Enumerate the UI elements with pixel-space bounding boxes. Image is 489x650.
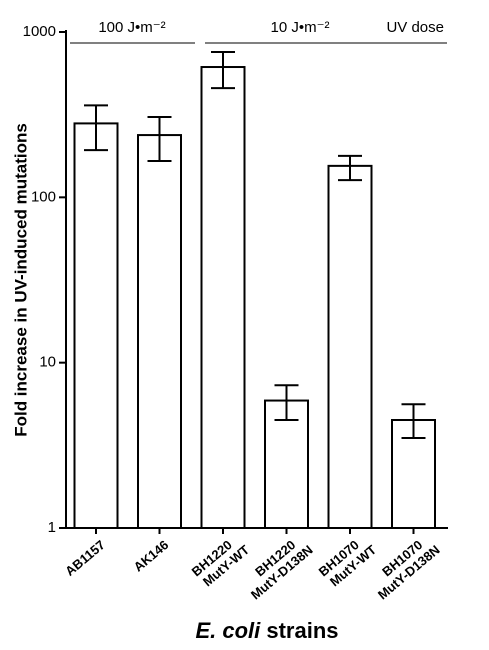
annotation: UV dose — [386, 19, 444, 36]
x-tick-label: AB1157 — [63, 537, 109, 579]
x-axis-label-text: strains — [266, 618, 338, 643]
x-tick-label: BH1070MutY-D138N — [366, 531, 443, 603]
x-axis-label-italic: E. coli — [195, 618, 261, 643]
bar — [327, 164, 373, 529]
x-tick-label-line: AB1157 — [63, 537, 109, 579]
y-tick-label: 1 — [48, 519, 56, 536]
y-tick-label: 100 — [31, 188, 56, 205]
bar — [200, 66, 246, 529]
annotation: 100 J•m⁻² — [98, 19, 165, 36]
x-axis-label: E. coli strains — [195, 618, 338, 643]
x-tick-label: BH1220MutY-WT — [189, 531, 252, 591]
x-tick-label-line: AK146 — [131, 537, 172, 575]
x-tick-label: AK146 — [131, 537, 172, 575]
x-tick-label: BH1220MutY-D138N — [239, 531, 316, 603]
bar — [137, 134, 182, 530]
x-tick-label: BH1070MutY-WT — [316, 531, 379, 591]
y-tick-label: 10 — [39, 354, 56, 371]
bar — [73, 122, 119, 530]
annotation: 10 J•m⁻² — [270, 19, 329, 36]
y-tick-label: 1000 — [23, 23, 56, 40]
y-axis-label: Fold increase in UV-induced mutations — [11, 123, 30, 437]
